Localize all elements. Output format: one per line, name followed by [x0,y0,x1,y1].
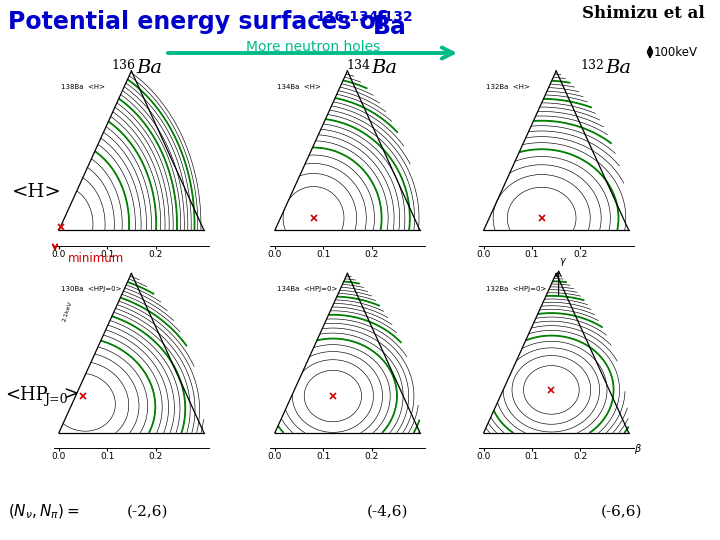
Text: 138Ba  <H>: 138Ba <H> [61,84,105,90]
Text: 134Ba  <HPJ=0>: 134Ba <HPJ=0> [277,286,338,292]
Text: 132Ba  <H>: 132Ba <H> [486,84,530,90]
Text: Shimizu et al: Shimizu et al [582,5,705,22]
Text: $(N_\nu,N_\pi)=$: $(N_\nu,N_\pi)=$ [8,503,80,521]
Text: J=0: J=0 [44,394,68,407]
Text: 130Ba  <HPJ=0>: 130Ba <HPJ=0> [61,286,122,292]
Text: minimum: minimum [68,252,125,265]
Text: <HP: <HP [5,386,48,404]
Text: Ba: Ba [605,59,631,77]
Text: 134Ba  <H>: 134Ba <H> [277,84,321,90]
Text: 100keV: 100keV [654,45,698,58]
Text: (-4,6): (-4,6) [367,505,409,519]
Text: Ba: Ba [373,15,407,39]
Text: >: > [63,386,78,404]
Text: 132Ba  <HPJ=0>: 132Ba <HPJ=0> [486,286,546,292]
Text: 132: 132 [580,59,604,72]
Text: 2.1keV: 2.1keV [61,300,73,322]
Text: <H>: <H> [12,183,62,201]
Text: 136,134,132: 136,134,132 [315,10,413,24]
Text: (-6,6): (-6,6) [601,505,643,519]
Text: More neutron holes: More neutron holes [246,40,380,54]
Text: 136: 136 [111,59,135,72]
Text: $\gamma$: $\gamma$ [559,256,567,268]
Text: Potential energy surfaces of: Potential energy surfaces of [8,10,395,34]
Text: Ba: Ba [371,59,397,77]
Text: Ba: Ba [136,59,162,77]
Text: $\beta$: $\beta$ [634,442,642,456]
Text: 134: 134 [346,59,370,72]
Text: (-2,6): (-2,6) [127,505,168,519]
